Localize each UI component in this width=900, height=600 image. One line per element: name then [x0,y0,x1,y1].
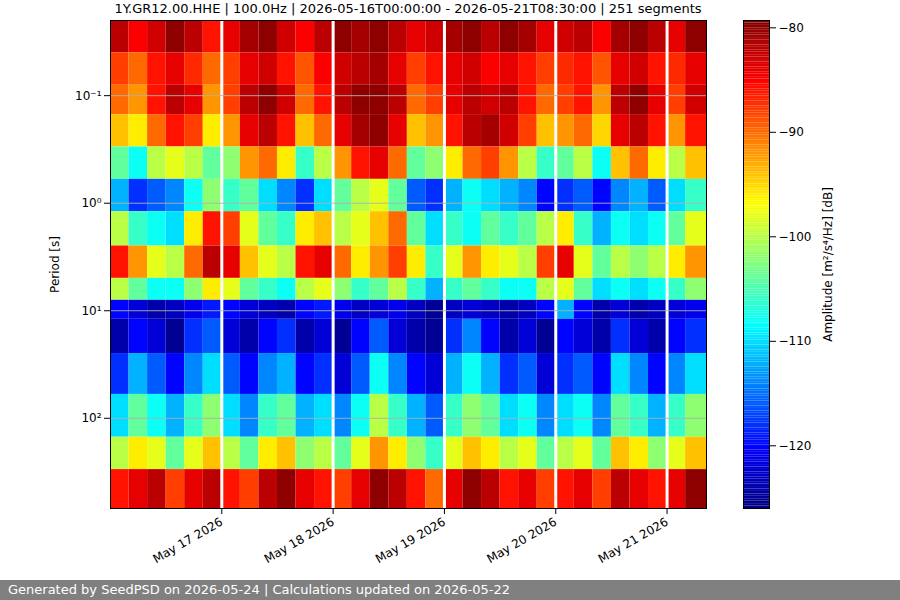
svg-text:−80: −80 [779,21,804,35]
svg-text:−120: −120 [779,439,812,453]
svg-text:May 21 2026: May 21 2026 [596,515,671,566]
html-text:1Y.GR12.00.HHE | 100.0Hz | 202: 1Y.GR12.00.HHE | 100.0Hz | 2026-05-16T00… [114,1,702,16]
svg-text:−110: −110 [779,334,812,348]
svg-text:May 18 2026: May 18 2026 [262,515,337,566]
svg-text:10¹: 10¹ [81,304,101,318]
svg-text:May 19 2026: May 19 2026 [373,515,448,566]
svg-text:10²: 10² [81,411,101,425]
svg-text:May 17 2026: May 17 2026 [150,515,225,566]
svg-text:10⁻¹: 10⁻¹ [75,89,102,103]
svg-text:May 20 2026: May 20 2026 [484,515,559,566]
html-text:Generated by SeedPSD on 2026-0: Generated by SeedPSD on 2026-05-24 | Cal… [8,582,510,597]
svg-text:Amplitude [m²/s⁴/Hz] [dB]: Amplitude [m²/s⁴/Hz] [dB] [821,187,835,342]
svg-text:10⁰: 10⁰ [81,196,101,210]
svg-text:Period [s]: Period [s] [48,236,62,293]
svg-text:−100: −100 [779,230,812,244]
svg-text:−90: −90 [779,125,804,139]
